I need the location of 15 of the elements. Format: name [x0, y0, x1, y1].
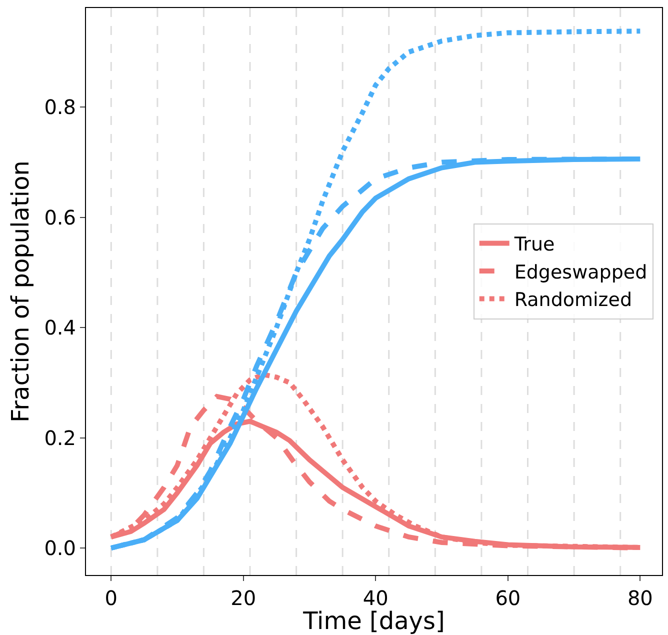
legend-label: Randomized	[514, 289, 632, 312]
x-tick-label: 60	[495, 586, 521, 610]
y-tick-label: 0.0	[44, 536, 76, 560]
y-tick-label: 0.4	[44, 316, 76, 340]
y-tick-label: 0.8	[44, 95, 76, 120]
x-tick-label: 0	[104, 586, 118, 610]
x-tick-label: 40	[362, 586, 388, 610]
legend-label: True	[513, 234, 555, 256]
x-tick-label: 20	[230, 586, 256, 610]
x-axis-title: Time [days]	[302, 607, 445, 635]
y-axis-title: Fraction of population	[6, 160, 34, 422]
legend-label: Edgeswapped	[514, 261, 648, 284]
y-tick-label: 0.2	[44, 426, 76, 450]
y-tick-label: 0.6	[44, 205, 76, 230]
x-tick-label: 80	[627, 586, 653, 610]
